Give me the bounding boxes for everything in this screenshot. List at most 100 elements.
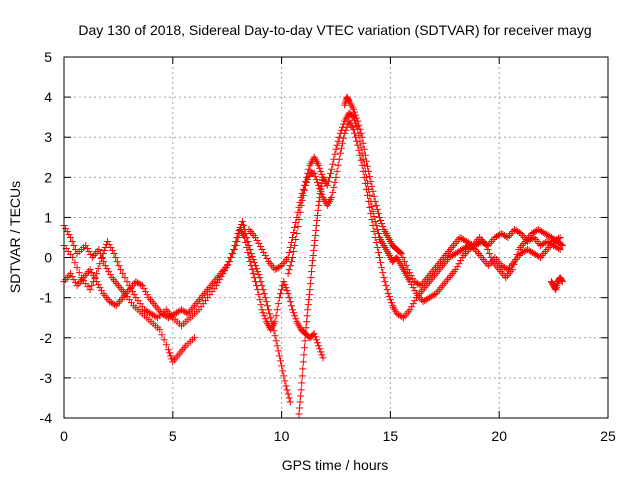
data-point-marker (364, 162, 372, 170)
data-point-marker (296, 404, 304, 412)
data-point-marker (409, 275, 417, 283)
data-point-marker (273, 306, 281, 314)
data-point-marker (305, 291, 313, 299)
data-point-marker (299, 185, 307, 193)
data-point-marker (304, 306, 312, 314)
data-point-marker (251, 234, 259, 241)
data-point-marker (512, 256, 520, 264)
data-point-marker (329, 188, 337, 196)
data-point-marker (291, 242, 299, 250)
data-point-marker (317, 185, 325, 193)
data-point-marker (556, 246, 564, 254)
data-point-marker (271, 332, 279, 340)
data-point-marker (317, 167, 325, 175)
data-point-marker (316, 193, 324, 201)
data-point-marker (259, 286, 267, 294)
y-tick-label: 5 (44, 49, 52, 65)
data-point-marker (138, 282, 146, 290)
data-point-marker (88, 282, 96, 290)
data-point-marker (191, 334, 199, 342)
data-point-marker (362, 185, 370, 193)
data-point-marker (291, 312, 299, 320)
data-point-marker (359, 139, 367, 147)
data-point-marker (277, 357, 285, 365)
data-point-marker (231, 242, 239, 250)
data-point-marker (273, 342, 281, 350)
data-point-marker (312, 226, 320, 234)
data-point-marker (452, 266, 460, 274)
data-point-marker (223, 262, 231, 270)
data-point-marker (329, 160, 337, 168)
data-point-marker (265, 306, 273, 314)
data-point-marker (377, 259, 385, 267)
data-point-marker (234, 229, 242, 237)
data-point-marker (288, 254, 296, 262)
data-point-marker (361, 179, 369, 187)
data-point-marker (554, 245, 562, 253)
data-point-marker (272, 337, 280, 345)
data-point-marker (162, 341, 170, 349)
data-point-marker (292, 236, 300, 244)
data-point-marker (91, 275, 99, 283)
data-point-marker (238, 217, 246, 225)
data-point-marker (362, 157, 370, 165)
data-point-marker (352, 111, 360, 119)
data-point-marker (299, 358, 307, 366)
data-point-marker (311, 231, 319, 239)
data-point-marker (228, 250, 236, 258)
data-point-marker (270, 327, 278, 335)
data-point-marker (406, 306, 414, 314)
data-point-marker (302, 181, 310, 189)
data-point-marker (106, 271, 114, 279)
data-point-marker (248, 266, 256, 274)
data-point-marker (297, 392, 305, 400)
data-point-marker (99, 250, 107, 258)
data-point-marker (551, 285, 559, 293)
data-point-marker (324, 177, 332, 185)
data-point-marker (368, 215, 376, 223)
data-point-marker (368, 182, 376, 190)
data-point-marker (405, 269, 413, 277)
data-point-marker (341, 129, 349, 137)
data-point-marker (334, 137, 342, 145)
data-point-marker (295, 215, 303, 223)
data-point-marker (376, 254, 384, 262)
data-point-marker (306, 286, 314, 294)
data-point-marker (279, 367, 287, 375)
data-point-marker (310, 330, 318, 338)
data-point-marker (310, 247, 318, 255)
data-point-marker (342, 126, 350, 134)
data-point-marker (156, 326, 164, 334)
data-point-marker (333, 141, 341, 149)
data-point-marker (310, 242, 318, 250)
data-point-marker (286, 298, 294, 306)
y-tick-label: -1 (40, 290, 53, 306)
data-point-marker (367, 177, 375, 185)
data-point-marker (94, 265, 102, 273)
data-point-marker (302, 324, 310, 332)
data-point-marker (314, 206, 322, 214)
data-point-marker (396, 249, 404, 257)
data-point-marker (331, 150, 339, 158)
data-point-marker (278, 362, 286, 370)
data-point-marker (83, 245, 91, 253)
x-axis-label: GPS time / hours (282, 457, 389, 473)
data-point-marker (98, 287, 106, 295)
data-point-marker (354, 117, 362, 125)
data-point-marker (502, 232, 510, 240)
data-point-marker (316, 189, 324, 197)
data-point-marker (345, 96, 353, 104)
data-point-marker (299, 365, 307, 373)
data-point-marker (303, 312, 311, 320)
data-point-marker (318, 176, 326, 184)
data-point-marker (360, 145, 368, 153)
data-point-marker (318, 179, 326, 187)
data-point-marker (358, 161, 366, 169)
data-point-marker (385, 293, 393, 301)
data-point-marker (71, 246, 79, 254)
data-point-marker (371, 234, 379, 241)
data-point-marker (316, 345, 324, 353)
data-point-marker (296, 208, 304, 216)
data-point-marker (370, 227, 378, 235)
data-point-marker (107, 244, 115, 252)
